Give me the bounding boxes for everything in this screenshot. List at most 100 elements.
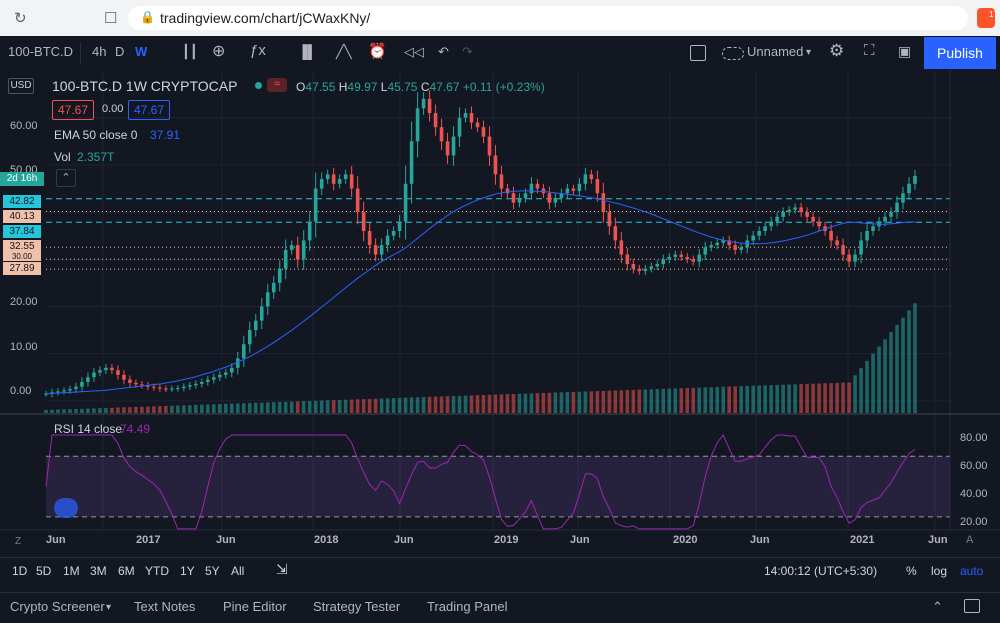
volume-bar [176, 405, 180, 413]
currency-badge[interactable]: USD [8, 78, 34, 94]
chart-toolbar [0, 36, 1000, 71]
date-range-icon[interactable]: ⇲ [276, 561, 288, 577]
candle [265, 292, 270, 307]
auto-toggle[interactable]: auto [960, 564, 984, 578]
level-label: 27.89 [3, 262, 41, 275]
volume-bar [541, 392, 546, 413]
range-5y[interactable]: 5Y [205, 564, 220, 578]
undo-icon[interactable]: ↶ [438, 44, 449, 59]
candle [122, 374, 126, 380]
tab-strategy-tester[interactable]: Strategy Tester [313, 599, 401, 614]
indicators-icon[interactable]: ƒx [250, 42, 266, 59]
layout-icon[interactable] [690, 45, 706, 61]
candle [769, 221, 773, 227]
volume-bar [337, 399, 342, 413]
bookmark-icon[interactable]: ☐ [104, 10, 118, 27]
chevron-down-icon[interactable]: ▾ [106, 602, 112, 613]
symbol-search[interactable]: 100-BTC.D [8, 44, 74, 59]
bid-price[interactable]: 47.67 [52, 100, 94, 120]
reload-icon[interactable]: ↻ [14, 10, 27, 27]
range-1d[interactable]: 1D [12, 564, 28, 578]
candle [289, 245, 294, 250]
address-bar[interactable] [128, 6, 968, 30]
range-3m[interactable]: 3M [90, 564, 107, 578]
candle [793, 207, 797, 210]
volume-bar [655, 389, 660, 413]
volume-bar [182, 405, 186, 413]
range-ytd[interactable]: YTD [145, 564, 169, 578]
volume-bar [667, 388, 672, 413]
publish-button[interactable]: Publish [924, 37, 996, 69]
candle [277, 268, 282, 283]
volume-bar [559, 392, 564, 413]
auto-scale-icon[interactable]: A [966, 534, 974, 546]
log-toggle[interactable]: log [931, 564, 948, 578]
candle [625, 254, 630, 265]
candle [577, 183, 582, 191]
rsi-label[interactable]: RSI 14 close [54, 422, 123, 436]
tab-pine-editor[interactable]: Pine Editor [223, 599, 287, 614]
redo-icon[interactable]: ↷ [462, 44, 473, 59]
volume-bar [625, 390, 630, 413]
clock-time[interactable]: 14:00:12 (UTC+5:30) [764, 564, 878, 578]
volume-bar [409, 397, 414, 413]
percent-toggle[interactable]: % [906, 564, 917, 578]
zoom-z-icon[interactable]: Z [15, 536, 22, 547]
candle [787, 209, 791, 213]
chevron-up-icon[interactable]: ⌃ [932, 599, 943, 614]
range-1m[interactable]: 1M [63, 564, 80, 578]
volume-bar [643, 389, 648, 413]
collapse-legend-button[interactable]: ⌃ [56, 169, 76, 187]
volume-bar [349, 399, 354, 413]
range-6m[interactable]: 6M [118, 564, 135, 578]
candle [140, 384, 144, 386]
rsi-value: 74.49 [120, 422, 151, 436]
volume-bar [469, 395, 474, 413]
tab-text-notes[interactable]: Text Notes [134, 599, 196, 614]
candle [601, 193, 606, 213]
compare-icon[interactable]: ⊕ [212, 43, 226, 60]
volume-bar [769, 385, 773, 413]
volume-bar [697, 387, 702, 413]
candle [469, 113, 474, 123]
candle [62, 390, 66, 392]
alert-icon[interactable]: ⏰ [368, 43, 387, 60]
financials-icon[interactable]: ▐▌ [298, 44, 317, 59]
ask-price[interactable]: 47.67 [128, 100, 170, 120]
fullscreen-icon[interactable]: ⛶ [864, 42, 875, 59]
level-label: 37.84 [3, 225, 41, 238]
range-5d[interactable]: 5D [36, 564, 52, 578]
chart-area[interactable] [0, 70, 1000, 556]
candle [589, 174, 594, 180]
candle [547, 193, 552, 203]
tab-crypto-screener[interactable]: Crypto Screener [10, 599, 105, 614]
x-tick: 2017 [136, 534, 161, 546]
interval-w[interactable]: W [135, 44, 148, 59]
volume-bar [62, 409, 66, 413]
chevron-down-icon[interactable]: ▾ [806, 47, 812, 58]
ema-label[interactable]: EMA 50 close 0 [54, 128, 138, 142]
volume-bar [505, 394, 510, 413]
level-label: 40.13 [3, 210, 41, 223]
layout-name[interactable]: Unnamed [747, 44, 804, 59]
volume-bar [487, 394, 492, 413]
candle-style-icon[interactable]: ┃┃ [182, 44, 198, 59]
maximize-panel-icon[interactable] [964, 599, 980, 613]
replay-icon[interactable]: ◁◁ [404, 44, 424, 59]
interval-4h[interactable]: 4h [92, 44, 107, 59]
tab-trading-panel[interactable]: Trading Panel [427, 599, 508, 614]
range-all[interactable]: All [231, 564, 245, 578]
volume-bar [595, 391, 600, 413]
gear-icon[interactable]: ⚙ [829, 41, 845, 60]
symbol-title: 100-BTC.D 1W CRYPTOCAP [52, 78, 238, 94]
camera-icon[interactable]: ▣ [898, 43, 912, 59]
interval-d[interactable]: D [115, 44, 125, 59]
templates-icon[interactable]: ╱╲ [336, 44, 352, 59]
candle [355, 188, 360, 213]
range-1y[interactable]: 1Y [180, 564, 195, 578]
brave-shield-icon[interactable] [977, 8, 995, 28]
candle [194, 383, 198, 386]
vol-label[interactable]: Vol [54, 150, 71, 164]
candle [403, 183, 408, 222]
candle [595, 179, 600, 194]
